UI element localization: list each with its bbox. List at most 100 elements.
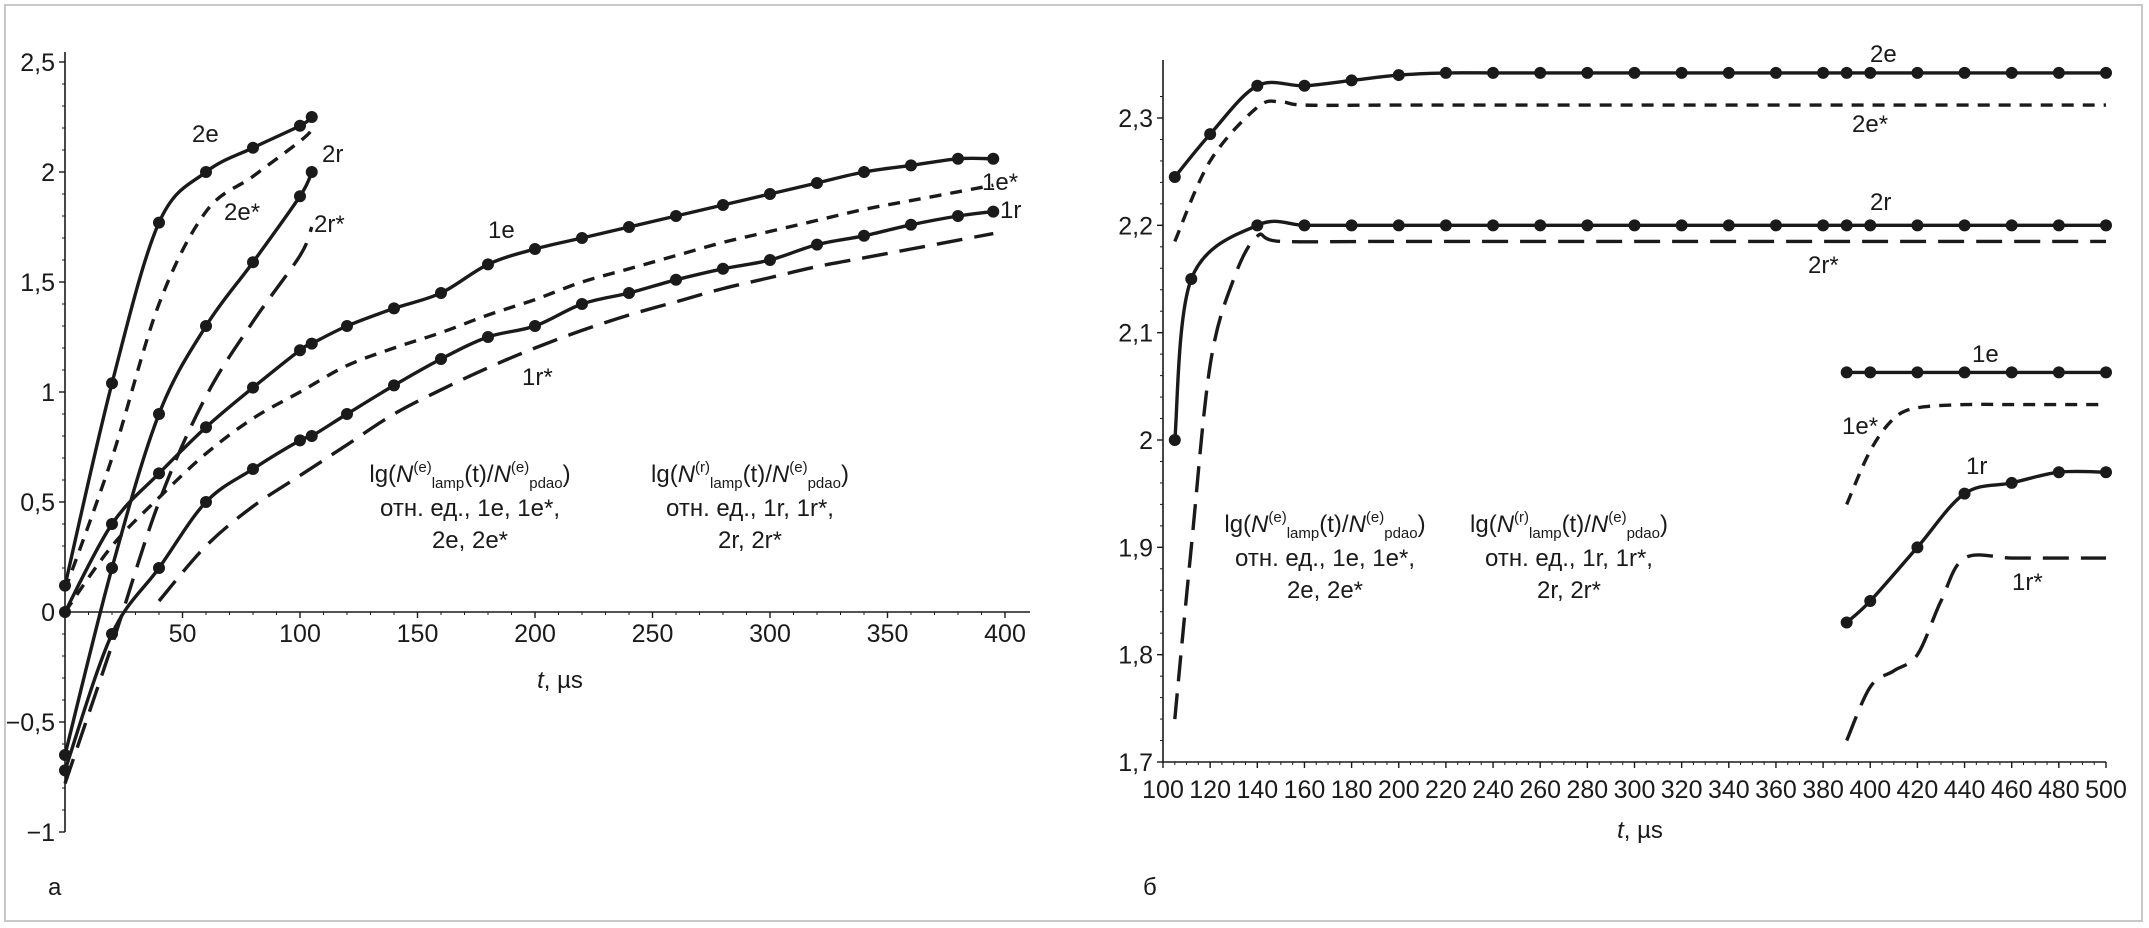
data-point-1e: [623, 221, 635, 233]
data-point-2r: [1487, 219, 1500, 232]
data-point-1e: [435, 287, 447, 299]
x-tick-label: 220: [1425, 776, 1467, 804]
x-tick-label: 440: [1944, 776, 1986, 804]
data-point-1r: [388, 379, 400, 392]
y-tick-label: 2: [1139, 427, 1153, 455]
data-point-1e: [670, 210, 682, 222]
data-point-1e: [200, 421, 212, 434]
svg-text:lg(N(r)lamp(t)/N(e)pdao): lg(N(r)lamp(t)/N(e)pdao): [651, 459, 849, 492]
x-tick-label: 50: [169, 620, 197, 648]
data-point-2e: [1817, 66, 1830, 79]
y-tick-label: −1: [26, 819, 55, 847]
data-point-2r: [1628, 219, 1641, 232]
data-point-1r: [294, 434, 306, 447]
y-tick-label: 0: [41, 599, 55, 627]
data-point-2e: [1628, 66, 1641, 79]
data-point-2r: [106, 562, 118, 574]
y-tick-label: 1,8: [1118, 642, 1153, 670]
data-point-2e: [200, 166, 212, 178]
data-point-2e: [1864, 66, 1877, 79]
x-tick-label: 260: [1519, 776, 1561, 804]
x-tick-label: 400: [1849, 776, 1891, 804]
x-tick-label: 180: [1331, 776, 1373, 804]
data-point-2e: [247, 141, 259, 154]
data-point-1e: [952, 152, 964, 165]
series-line-1e-star: [1845, 402, 2106, 506]
data-point-2e: [2052, 66, 2065, 79]
data-point-2r: [1722, 219, 1735, 232]
y-tick-label: 1: [41, 379, 55, 407]
data-point-2r: [2005, 219, 2018, 232]
data-point-1r: [341, 408, 353, 420]
x-tick-label: 160: [1284, 776, 1326, 804]
series-line-2e: [1173, 71, 2106, 179]
data-point-2e: [1675, 66, 1688, 79]
data-point-2e: [1298, 79, 1311, 92]
x-tick-label: 120: [1189, 776, 1231, 804]
data-point-2r: [294, 190, 306, 203]
data-point-2e: [1534, 66, 1547, 79]
data-point-1e: [106, 518, 118, 530]
series-line-2r: [63, 171, 314, 756]
data-point-1e: [388, 302, 400, 315]
data-point-2e: [1439, 66, 1452, 79]
data-point-1r: [2052, 466, 2065, 479]
data-point-2r: [1958, 219, 1971, 232]
data-point-2r: [1769, 219, 1782, 232]
data-point-1e: [576, 232, 588, 244]
data-point-2e: [1168, 171, 1181, 184]
data-point-2r: [1817, 219, 1830, 232]
data-point-2e: [106, 377, 118, 390]
data-point-1r: [623, 287, 635, 299]
data-point-1e: [1958, 366, 1971, 379]
x-tick-label: 300: [1614, 776, 1656, 804]
annotation-electron: lg(N(e)lamp(t)/N(e)pdao) отн. ед., 1е, 1е…: [1224, 509, 1425, 604]
y-tick-label: 1,5: [20, 269, 55, 297]
series-label-1r-star: 1r*: [522, 364, 553, 391]
series-label-1e-star: 1e*: [982, 169, 1018, 196]
data-point-1e: [2005, 366, 2018, 379]
series-label-2r-star: 2r*: [314, 211, 345, 238]
data-point-1e: [294, 344, 306, 357]
data-point-2r: [1392, 219, 1405, 232]
series-line-1r-star: [157, 231, 994, 603]
data-point-1r: [305, 430, 318, 442]
data-point-1e: [811, 177, 823, 189]
series-label-1e-star: 1e*: [1842, 413, 1878, 440]
x-tick-label: 380: [1802, 776, 1844, 804]
data-point-1e: [2052, 366, 2065, 379]
data-point-2r: [1168, 434, 1181, 446]
data-point-2e: [1911, 66, 1924, 79]
x-tick-label: 400: [984, 620, 1026, 648]
y-tick-label: 0,5: [20, 489, 55, 517]
svg-text:отн. ед., 1е, 1е*,: отн. ед., 1е, 1е*,: [380, 495, 560, 522]
panel-a: −1 −0,5 0 0,5 1 1,5 2 2,5 50 100 150 200 250 300 350 40…: [6, 49, 1030, 901]
x-tick-label: 140: [1236, 776, 1278, 804]
data-point-2e: [1840, 66, 1853, 79]
data-point-2e: [1769, 66, 1782, 79]
data-point-1e: [2100, 366, 2112, 379]
x-tick-label: 460: [1991, 776, 2033, 804]
data-point-1r: [987, 205, 1000, 218]
data-point-2e: [1204, 128, 1217, 141]
series-line-2e-star: [63, 128, 313, 591]
series-line-2r-star: [1173, 232, 2106, 720]
data-point-2r: [153, 408, 165, 420]
y-tick-label: −0,5: [6, 709, 55, 737]
data-point-1r: [905, 218, 917, 231]
data-point-2r: [1864, 219, 1877, 232]
y-tick-label: 2,1: [1118, 320, 1153, 348]
data-point-2r: [1185, 273, 1198, 285]
data-point-1r: [811, 238, 823, 251]
data-point-2r: [1251, 219, 1264, 232]
y-tick-label: 2: [41, 159, 55, 187]
data-point-2e: [1722, 66, 1735, 79]
series-label-2e: 2e: [192, 121, 219, 148]
data-point-1e: [529, 243, 541, 255]
data-point-1r: [764, 254, 776, 266]
svg-text:2r, 2r*: 2r, 2r*: [718, 527, 782, 554]
data-point-1r: [1958, 487, 1971, 500]
data-point-2r: [1534, 219, 1547, 232]
data-point-2r: [1581, 219, 1594, 232]
